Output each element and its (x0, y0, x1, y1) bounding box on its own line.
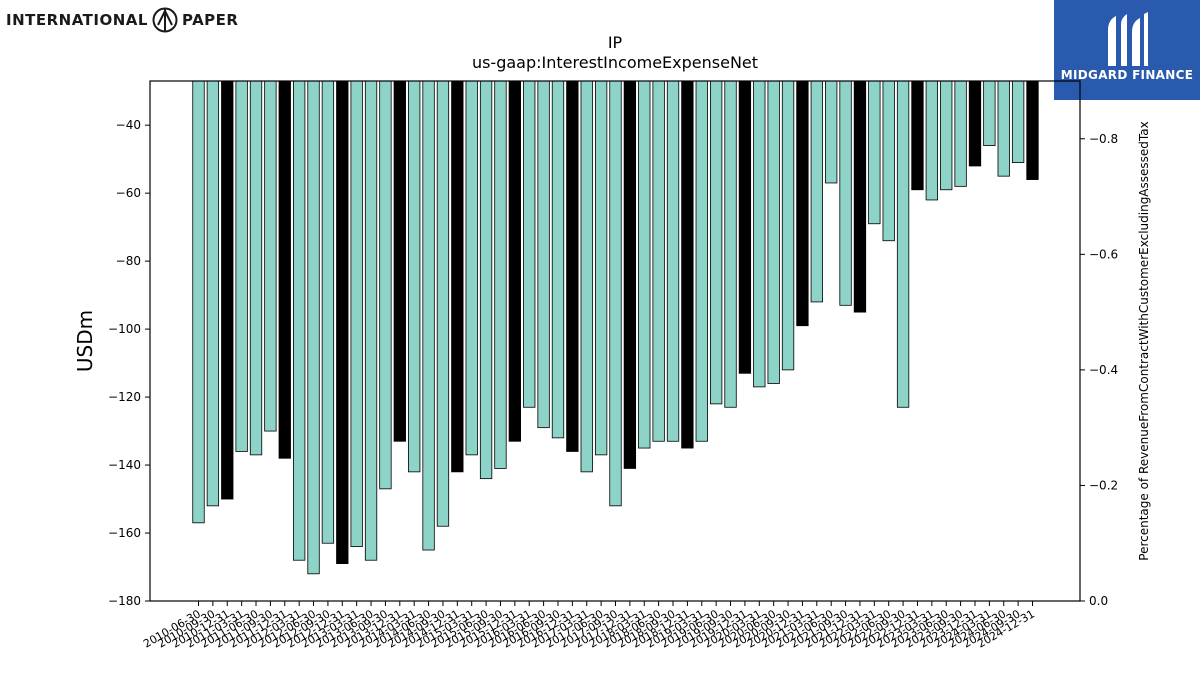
bar-2010-06-30 (192, 80, 205, 524)
bar-2018-03-31 (638, 80, 651, 449)
bar-2023-09-30 (954, 80, 967, 187)
bar-2017-12-31 (623, 80, 637, 469)
x-axis: 2010-06-302010-09-302010-12-312011-03-31… (141, 601, 1037, 651)
bar-2020-09-30 (781, 80, 795, 371)
bar-2016-03-31 (523, 80, 536, 408)
y2-tick-label: −0.6 (1089, 247, 1118, 261)
bar-2022-06-30 (882, 80, 895, 242)
bar-2013-12-31 (393, 80, 406, 442)
bar-series (192, 80, 1039, 575)
bar-2012-03-31 (292, 80, 306, 561)
bar-2020-12-31 (796, 80, 809, 327)
y-tick-label: −160 (108, 526, 141, 540)
y-axis-left: −40 −60 −80 −100 −120 −140 −160 −180 (108, 118, 150, 608)
y-tick-label: −120 (108, 390, 141, 404)
bar-2021-09-30 (839, 80, 852, 306)
bar-2019-12-31 (738, 80, 752, 374)
bar-2023-12-31 (968, 80, 982, 167)
bar-2021-12-31 (853, 80, 867, 313)
y2-tick-label: 0.0 (1089, 594, 1108, 608)
bar-2013-09-30 (379, 80, 392, 490)
bar-2023-03-31 (925, 80, 938, 201)
bar-2012-12-31 (336, 80, 349, 565)
y2-tick-label: −0.4 (1089, 363, 1118, 377)
bar-2012-09-30 (321, 80, 335, 544)
bar-2021-03-31 (810, 80, 823, 303)
bar-2013-03-31 (350, 80, 363, 548)
bar-2016-09-30 (551, 80, 565, 439)
bar-2012-06-30 (307, 80, 320, 575)
brand-word-international: INTERNATIONAL (6, 11, 148, 29)
bar-2018-06-30 (652, 80, 665, 442)
bar-2017-03-31 (580, 80, 593, 473)
bar-2015-09-30 (494, 80, 507, 469)
y-tick-label: −100 (108, 322, 141, 336)
bar-2017-09-30 (609, 80, 622, 507)
chart-subtitle: us-gaap:InterestIncomeExpenseNet (472, 53, 758, 72)
y-tick-label: −40 (116, 118, 141, 132)
bar-2014-12-31 (451, 80, 464, 473)
midgard-finance-name: MIDGARD FINANCE (1060, 68, 1194, 82)
y2-axis-label: Percentage of RevenueFromContractWithCus… (1137, 121, 1151, 560)
bar-2011-12-31 (278, 80, 291, 459)
bar-2015-12-31 (508, 80, 521, 442)
bar-2016-06-30 (537, 80, 550, 429)
midgard-finance-logo-icon (1108, 12, 1148, 66)
y-tick-label: −80 (116, 254, 141, 268)
y2-tick-label: −0.8 (1089, 132, 1118, 146)
bar-2022-12-31 (911, 80, 924, 191)
y-tick-label: −60 (116, 186, 141, 200)
bar-2023-06-30 (940, 80, 953, 191)
bar-2014-06-30 (422, 80, 435, 551)
bar-2021-06-30 (825, 80, 838, 184)
y-axis-right: −0.8 −0.6 −0.4 −0.2 0.0 (1080, 132, 1118, 608)
chart-title: IP (608, 33, 623, 52)
bar-2019-09-30 (724, 80, 737, 408)
bar-2022-09-30 (896, 80, 910, 408)
bar-2017-06-30 (594, 80, 608, 456)
bar-2018-09-30 (666, 80, 680, 442)
y-tick-label: −180 (108, 594, 141, 608)
bar-2011-09-30 (264, 80, 277, 432)
bar-2015-06-30 (479, 80, 493, 480)
bar-2018-12-31 (681, 80, 694, 449)
bar-2019-06-30 (710, 80, 723, 405)
bar-2016-12-31 (566, 80, 579, 452)
bar-2024-12-31 (1026, 80, 1039, 180)
bar-2013-06-30 (364, 80, 378, 561)
bar-2011-06-30 (249, 80, 263, 456)
y-tick-label: −140 (108, 458, 141, 472)
bar-2010-09-30 (206, 80, 220, 507)
bar-2022-03-31 (868, 80, 881, 225)
bar-2014-09-30 (436, 80, 450, 527)
y-axis-label: USDm (73, 310, 97, 372)
international-paper-brand: INTERNATIONAL PAPER (6, 4, 238, 36)
bar-2024-03-31 (983, 80, 996, 146)
bar-2014-03-31 (408, 80, 421, 473)
bar-2010-12-31 (221, 80, 234, 500)
bar-2019-03-31 (695, 80, 708, 442)
brand-word-paper: PAPER (181, 11, 239, 29)
international-paper-logo-icon (152, 7, 178, 33)
bar-2015-03-31 (465, 80, 478, 456)
y2-tick-label: −0.2 (1089, 478, 1118, 492)
bar-2011-03-31 (235, 80, 248, 452)
bar-2024-09-30 (1011, 80, 1025, 163)
bar-2020-03-31 (753, 80, 766, 388)
midgard-finance-brand: MIDGARD FINANCE (1054, 0, 1200, 100)
bar-2020-06-30 (767, 80, 780, 384)
bar-2024-06-30 (997, 80, 1010, 177)
